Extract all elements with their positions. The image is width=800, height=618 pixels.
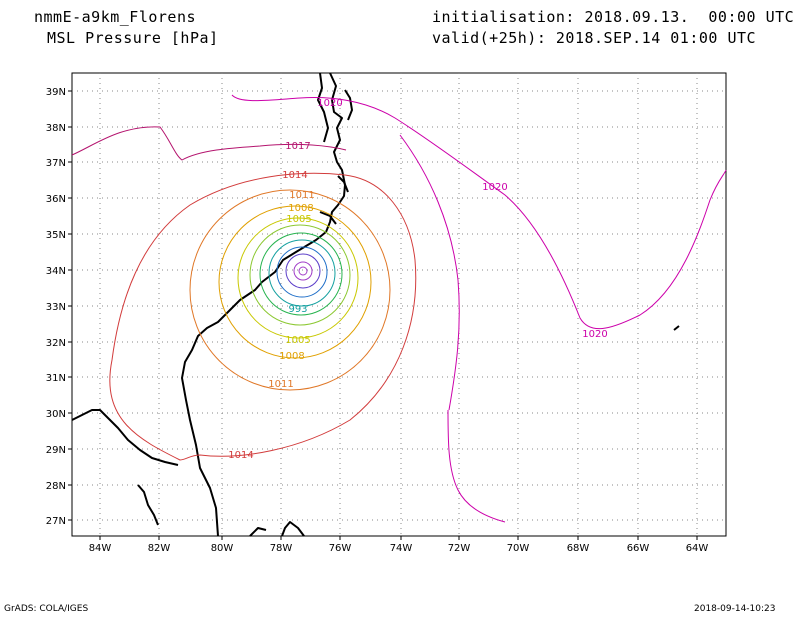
- contour-1011: [189, 189, 391, 391]
- lat-label: 31N: [46, 373, 66, 384]
- lat-label: 35N: [46, 230, 66, 241]
- contour-label: 1011: [289, 190, 314, 201]
- contour-label: 1014: [282, 170, 307, 181]
- lon-label: 82W: [148, 543, 171, 554]
- lat-label: 30N: [46, 409, 66, 420]
- lat-label: 33N: [46, 302, 66, 313]
- init-time: initialisation: 2018.09.13. 00:00 UTC: [432, 8, 795, 26]
- contour-984: [298, 266, 308, 276]
- footer-timestamp: 2018-09-14-10:23: [694, 604, 776, 614]
- map-frame: [71, 72, 727, 537]
- contour-label: 1005: [285, 335, 310, 346]
- lon-label: 70W: [507, 543, 530, 554]
- lat-label: 34N: [46, 266, 66, 277]
- variable-title: MSL Pressure [hPa]: [47, 29, 219, 47]
- contour-1008: [218, 205, 372, 359]
- lon-label: 64W: [686, 543, 709, 554]
- grid-lines: [72, 73, 726, 536]
- contour-label: 1008: [288, 203, 313, 214]
- lon-label: 74W: [390, 543, 413, 554]
- contour-999: [259, 232, 343, 316]
- model-title: nmmE-a9km_Florens: [34, 8, 197, 26]
- contour-label: 993: [288, 304, 307, 315]
- lat-label: 38N: [46, 123, 66, 134]
- contour-label: 1020: [317, 98, 342, 109]
- contour-label: 1005: [286, 214, 311, 225]
- lon-label: 80W: [211, 543, 234, 554]
- contour-1020: [231, 94, 727, 330]
- contour-label: 1017: [285, 141, 310, 152]
- lon-label: 66W: [627, 543, 650, 554]
- lon-label: 76W: [329, 543, 352, 554]
- contour-993: [276, 246, 328, 298]
- lat-label: 28N: [46, 481, 66, 492]
- lat-label: 32N: [46, 338, 66, 349]
- contour-1020-south: [447, 409, 506, 523]
- coastline: [71, 72, 680, 537]
- contour-label: 1020: [582, 329, 607, 340]
- contour-label: 1011: [268, 379, 293, 390]
- lon-label: 72W: [448, 543, 471, 554]
- lat-label: 39N: [46, 87, 66, 98]
- valid-time: valid(+25h): 2018.SEP.14 01:00 UTC: [432, 29, 757, 47]
- contour-990: [285, 253, 321, 289]
- contour-1002: [249, 224, 351, 326]
- contour-1020-mid: [399, 134, 460, 411]
- lat-label: 36N: [46, 194, 66, 205]
- contour-1005: [237, 217, 359, 339]
- contour-1014: [109, 172, 417, 461]
- lat-label: 37N: [46, 158, 66, 169]
- tick-marks: [68, 90, 698, 540]
- contour-label: 1008: [279, 351, 304, 362]
- footer-credit: GrADS: COLA/IGES: [4, 604, 89, 614]
- lon-label: 84W: [89, 543, 112, 554]
- pressure-contours: [71, 94, 727, 523]
- lon-label: 68W: [567, 543, 590, 554]
- contour-1017: [71, 126, 347, 161]
- contour-label: 1020: [482, 182, 507, 193]
- lat-label: 27N: [46, 516, 66, 527]
- contour-987: [293, 261, 313, 281]
- lat-label: 29N: [46, 445, 66, 456]
- contour-label: 1014: [228, 450, 253, 461]
- lon-label: 78W: [270, 543, 293, 554]
- contour-996: [268, 239, 336, 307]
